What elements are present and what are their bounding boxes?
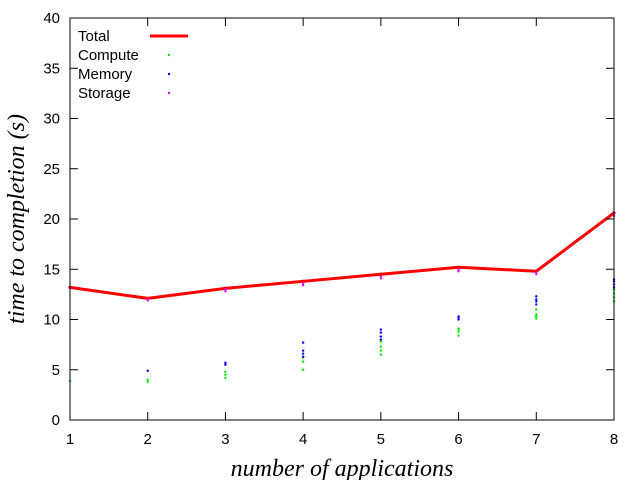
data-point-compute: [457, 334, 460, 337]
data-point-memory: [457, 318, 460, 321]
y-tick-label: 5: [52, 362, 60, 379]
data-point-compute: [379, 340, 383, 343]
data-point-storage: [379, 277, 383, 280]
data-point-total: [456, 265, 461, 269]
y-tick-label: 40: [43, 10, 60, 27]
data-point-compute: [224, 370, 227, 373]
legend-swatch-storage: [167, 91, 171, 95]
series-line-total: [69, 211, 615, 300]
data-point-compute: [379, 345, 383, 348]
legend-label-compute: Compute: [78, 47, 139, 64]
x-tick-label: 4: [299, 431, 307, 448]
data-point-memory: [535, 298, 538, 301]
data-point-storage: [301, 282, 305, 285]
legend-label-memory: Memory: [78, 66, 133, 83]
plot-frame: [69, 17, 615, 421]
data-point-compute: [535, 313, 538, 316]
data-point-total: [379, 272, 383, 276]
data-point-memory: [535, 300, 538, 303]
data-point-memory: [301, 352, 305, 355]
data-point-compute: [301, 360, 305, 363]
data-point-compute: [379, 349, 383, 352]
data-point-compute: [535, 315, 538, 318]
data-point-memory: [146, 369, 149, 372]
data-point-memory: [379, 338, 383, 341]
y-axis-title: time to completion (s): [4, 114, 30, 324]
data-point-memory: [535, 295, 538, 298]
x-tick-label: 5: [377, 431, 385, 448]
legend-swatch-memory: [167, 72, 171, 76]
x-tick-label: 3: [221, 431, 229, 448]
data-point-storage: [224, 288, 227, 291]
data-point-compute: [535, 317, 538, 320]
x-axis-title: number of applications: [231, 456, 454, 480]
axis-ticks: 1 2 3 4 5 6 7 8 0 5 10 15 20 25 30 35 40: [43, 10, 618, 448]
data-point-compute: [146, 378, 149, 381]
data-point-compute: [457, 330, 460, 333]
y-tick-label: 0: [52, 412, 60, 429]
data-point-memory: [224, 361, 227, 364]
data-point-storage: [457, 268, 460, 271]
data-point-compute: [224, 376, 227, 379]
plot-area: [68, 211, 616, 384]
x-tick-label: 8: [610, 431, 618, 448]
data-point-storage: [535, 273, 538, 276]
data-point-memory: [379, 335, 383, 338]
y-tick-label: 25: [43, 161, 60, 178]
data-point-compute: [535, 308, 538, 311]
y-tick-label: 35: [43, 60, 60, 77]
data-point-storage: [301, 284, 305, 287]
data-point-compute: [379, 353, 383, 356]
data-point-memory: [379, 328, 383, 331]
legend-label-total: Total: [78, 28, 110, 45]
data-point-storage: [379, 275, 383, 278]
y-tick-label: 20: [43, 211, 60, 228]
data-point-storage: [535, 271, 538, 274]
data-point-memory: [301, 355, 305, 358]
data-point-total: [301, 279, 305, 283]
legend: Total Compute Memory Storage: [78, 28, 188, 102]
data-point-memory: [301, 341, 305, 344]
data-point-storage: [457, 270, 460, 273]
data-point-storage: [146, 298, 149, 301]
data-point-compute: [224, 373, 227, 376]
data-point-memory: [535, 303, 538, 306]
x-tick-label: 6: [454, 431, 462, 448]
data-point-memory: [224, 363, 227, 366]
data-point-compute: [301, 368, 305, 371]
data-point-storage: [224, 290, 227, 293]
x-tick-label: 7: [532, 431, 540, 448]
data-point-compute: [457, 327, 460, 330]
legend-label-storage: Storage: [78, 85, 131, 102]
data-point-memory: [457, 315, 460, 318]
data-point-compute: [146, 380, 149, 384]
y-tick-label: 30: [43, 111, 60, 128]
x-tick-label: 1: [66, 431, 74, 448]
data-point-memory: [301, 349, 305, 352]
data-point-memory: [379, 331, 383, 334]
y-tick-label: 10: [43, 312, 60, 329]
x-tick-label: 2: [144, 431, 152, 448]
legend-swatch-compute: [167, 53, 171, 57]
y-tick-label: 15: [43, 261, 60, 278]
